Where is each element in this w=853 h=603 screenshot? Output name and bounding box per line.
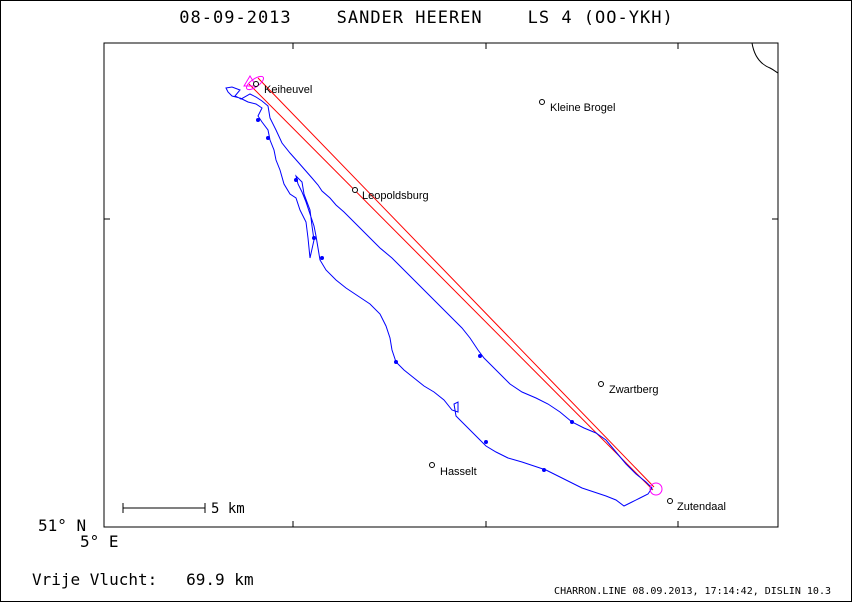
thermal-marker (320, 256, 324, 260)
plot-frame (103, 42, 779, 528)
place-dot-zwartberg (598, 381, 604, 387)
thermal-marker (542, 468, 546, 472)
task-leg-1 (257, 77, 655, 488)
start-triangle (243, 75, 257, 87)
place-label-zwartberg: Zwartberg (609, 384, 659, 396)
flight-track (225, 86, 653, 507)
turnpoint-markers (243, 75, 663, 496)
title-date: 08-09-2013 (179, 8, 292, 28)
task-leg-2 (248, 83, 654, 491)
thermal-marker (294, 178, 298, 182)
map-title: 08-09-2013 SANDER HEEREN LS 4 (OO-YKH) (0, 8, 853, 28)
turnpoint-circle (649, 482, 663, 496)
place-label-leopoldsburg: Leopoldsburg (362, 190, 429, 202)
place-label-hasselt: Hasselt (440, 466, 477, 478)
place-markers (253, 81, 673, 504)
title-pilot: SANDER HEEREN (336, 8, 483, 28)
place-label-zutendaal: Zutendaal (677, 501, 726, 513)
longitude-label: 5° E (80, 532, 119, 551)
thermal-marker (394, 360, 398, 364)
place-label-keiheuvel: Keiheuvel (264, 84, 312, 96)
scale-label: 5 km (211, 501, 245, 517)
scale-bar (122, 503, 206, 513)
thermal-marker (256, 118, 260, 122)
place-dot-keiheuvel (253, 81, 259, 87)
flight-distance-value: 69.9 km (186, 570, 254, 589)
credit-line: CHARRON.LINE 08.09.2013, 17:14:42, DISLI… (554, 586, 831, 597)
place-dot-leopoldsburg (352, 187, 358, 193)
flight-distance-label: Vrije Vlucht: (32, 570, 158, 589)
flight-distance: Vrije Vlucht: 69.9 km (32, 570, 254, 589)
thermal-marker (266, 136, 270, 140)
thermal-marker (478, 354, 482, 358)
task-lines (248, 77, 655, 491)
place-dot-zutendaal (667, 498, 673, 504)
place-dot-kleine-brogel (539, 99, 545, 105)
thermal-markers (256, 118, 574, 472)
thermal-marker (312, 236, 316, 240)
thermal-marker (484, 440, 488, 444)
latitude-label: 51° N (38, 516, 87, 535)
border-line (751, 42, 779, 74)
place-label-kleine-brogel: Kleine Brogel (550, 102, 615, 114)
place-dot-hasselt (429, 462, 435, 468)
axis-ticks (104, 43, 778, 527)
title-glider: LS 4 (OO-YKH) (527, 8, 674, 28)
thermal-marker (570, 420, 574, 424)
